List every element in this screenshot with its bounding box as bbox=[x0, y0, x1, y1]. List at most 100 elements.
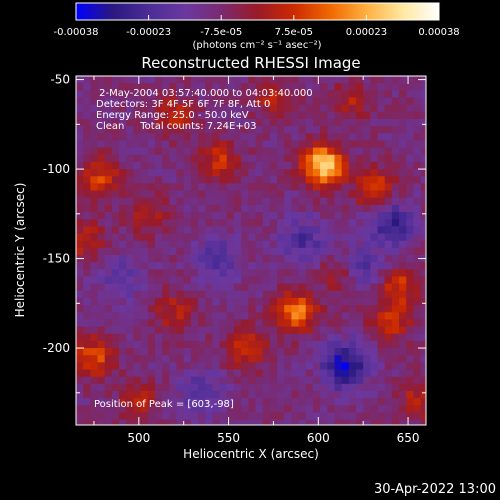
heatmap-cell bbox=[219, 383, 228, 392]
heatmap-cell bbox=[298, 276, 307, 285]
heatmap-cell bbox=[341, 176, 350, 184]
heatmap-cell bbox=[420, 133, 426, 142]
heatmap-cell bbox=[83, 319, 91, 328]
heatmap-cell bbox=[205, 226, 214, 235]
heatmap-cell bbox=[183, 204, 192, 213]
heatmap-cell bbox=[83, 204, 91, 213]
heatmap-cell bbox=[284, 369, 292, 378]
heatmap-cell bbox=[241, 219, 249, 227]
heatmap-cell bbox=[406, 412, 415, 421]
heatmap-cell bbox=[334, 412, 343, 421]
heatmap-cell bbox=[190, 233, 199, 242]
heatmap-cell bbox=[291, 104, 300, 113]
heatmap-cell bbox=[284, 90, 292, 99]
heatmap-cell bbox=[248, 83, 257, 91]
heatmap-cell bbox=[420, 183, 426, 192]
heatmap-cell bbox=[205, 398, 214, 406]
heatmap-cell bbox=[284, 398, 292, 406]
heatmap-cell bbox=[413, 118, 422, 127]
heatmap-cell bbox=[111, 183, 120, 192]
heatmap-cell bbox=[183, 90, 192, 99]
heatmap-cell bbox=[269, 90, 278, 99]
heatmap-cell bbox=[147, 262, 156, 270]
heatmap-cell bbox=[233, 326, 242, 335]
heatmap-cell bbox=[183, 133, 192, 142]
heatmap-cell bbox=[312, 219, 321, 227]
heatmap-cell bbox=[363, 262, 371, 270]
heatmap-cell bbox=[413, 247, 422, 256]
heatmap-cell bbox=[133, 262, 142, 270]
heatmap-cell bbox=[119, 269, 127, 278]
heatmap-cell bbox=[356, 369, 364, 378]
heatmap-cell bbox=[291, 169, 300, 177]
heatmap-cell bbox=[312, 283, 321, 292]
heatmap-cell bbox=[83, 161, 91, 170]
heatmap-cell bbox=[384, 283, 393, 292]
heatmap-cell bbox=[269, 197, 278, 206]
heatmap-cell bbox=[90, 312, 99, 321]
heatmap-cell bbox=[162, 147, 170, 156]
heatmap-cell bbox=[83, 412, 91, 421]
heatmap-cell bbox=[219, 419, 228, 425]
heatmap-cell bbox=[284, 276, 292, 285]
heatmap-cell bbox=[212, 183, 221, 192]
heatmap-cell bbox=[391, 355, 400, 363]
heatmap-cell bbox=[126, 312, 135, 321]
heatmap-cell bbox=[334, 305, 343, 313]
heatmap-cell bbox=[241, 283, 249, 292]
heatmap-cell bbox=[140, 126, 149, 134]
heatmap-cell bbox=[154, 219, 163, 227]
heatmap-cell bbox=[327, 90, 336, 99]
heatmap-cell bbox=[97, 262, 106, 270]
heatmap-cell bbox=[83, 276, 91, 285]
heatmap-cell bbox=[363, 290, 371, 299]
heatmap-cell bbox=[241, 262, 249, 270]
heatmap-cell bbox=[356, 76, 364, 84]
heatmap-cell bbox=[190, 297, 199, 306]
heatmap-cell bbox=[356, 362, 364, 371]
heatmap-cell bbox=[298, 161, 307, 170]
heatmap-cell bbox=[406, 326, 415, 335]
heatmap-cell bbox=[327, 419, 336, 425]
x-tick-label: 500 bbox=[127, 431, 150, 445]
heatmap-cell bbox=[320, 140, 328, 149]
heatmap-cell bbox=[413, 390, 422, 399]
heatmap-cell bbox=[262, 140, 271, 149]
heatmap-cell bbox=[119, 247, 127, 256]
heatmap-cell bbox=[154, 161, 163, 170]
heatmap-cell bbox=[226, 340, 235, 349]
heatmap-cell bbox=[370, 348, 379, 356]
heatmap-cell bbox=[162, 369, 170, 378]
heatmap-cell bbox=[183, 233, 192, 242]
heatmap-cell bbox=[176, 355, 185, 363]
heatmap-cell bbox=[399, 269, 407, 278]
heatmap-cell bbox=[348, 197, 357, 206]
heatmap-cell bbox=[262, 83, 271, 91]
heatmap-cell bbox=[140, 233, 149, 242]
heatmap-cell bbox=[83, 297, 91, 306]
y-axis-label: Heliocentric Y (arcsec) bbox=[13, 183, 27, 318]
heatmap-cell bbox=[370, 333, 379, 342]
heatmap-cell bbox=[119, 383, 127, 392]
heatmap-cell bbox=[341, 405, 350, 414]
heatmap-cell bbox=[219, 133, 228, 142]
heatmap-cell bbox=[198, 405, 206, 414]
heatmap-cell bbox=[298, 319, 307, 328]
info-line-time: 2-May-2004 03:57:40.000 to 04:03:40.000 bbox=[96, 88, 313, 99]
heatmap-cell bbox=[162, 283, 170, 292]
heatmap-cell bbox=[269, 104, 278, 113]
heatmap-cell bbox=[147, 348, 156, 356]
heatmap-cell bbox=[305, 312, 314, 321]
heatmap-cell bbox=[241, 362, 249, 371]
heatmap-cell bbox=[219, 412, 228, 421]
heatmap-cell bbox=[334, 333, 343, 342]
heatmap-cell bbox=[190, 190, 199, 199]
heatmap-cell bbox=[291, 111, 300, 120]
heatmap-cell bbox=[212, 362, 221, 371]
heatmap-cell bbox=[348, 240, 357, 249]
heatmap-cell bbox=[348, 269, 357, 278]
heatmap-cell bbox=[183, 240, 192, 249]
heatmap-cell bbox=[147, 290, 156, 299]
heatmap-cell bbox=[420, 83, 426, 91]
heatmap-cell bbox=[205, 419, 214, 425]
